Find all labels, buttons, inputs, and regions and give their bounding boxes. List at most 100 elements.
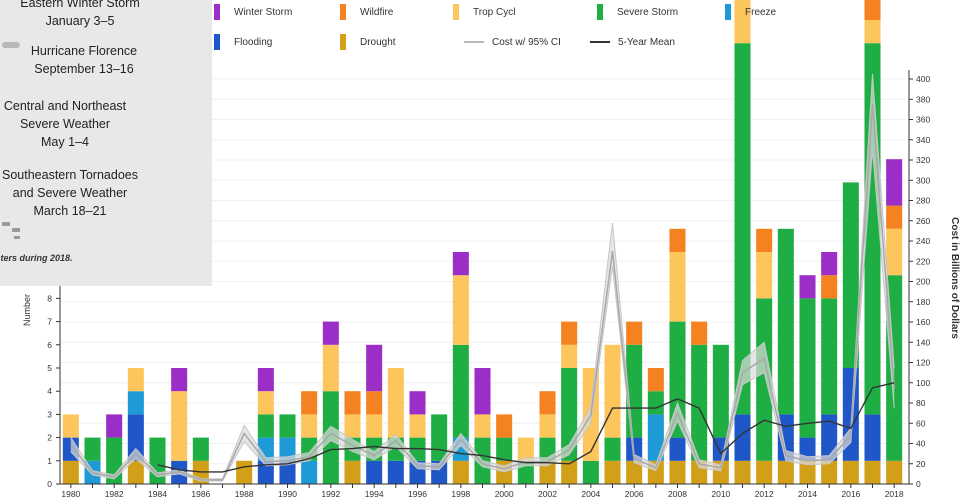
bar-segment — [344, 391, 361, 415]
bar-segment — [127, 414, 144, 461]
bar-segment — [301, 391, 318, 415]
y-right-tick-label: 80 — [916, 398, 926, 408]
legend-label: Cost w/ 95% CI — [492, 36, 561, 48]
inset-map-panel: Eastern Winter Storm January 3–5 Hurrica… — [0, 0, 212, 286]
x-tick-label: 1984 — [148, 489, 167, 499]
bar-segment — [799, 275, 816, 299]
bar-segment — [561, 321, 578, 345]
y-right-tick-label: 140 — [916, 337, 930, 347]
legend-swatch — [340, 4, 346, 20]
bar-segment — [777, 460, 794, 484]
bar-segment — [127, 368, 144, 392]
bar-segment — [799, 298, 816, 438]
bar-segment — [734, 414, 751, 461]
bar-segment — [474, 414, 491, 438]
cost-ci-lower — [70, 149, 895, 482]
x-tick-label: 1992 — [321, 489, 340, 499]
y-right-tick-label: 240 — [916, 236, 930, 246]
y-right-tick-label: 60 — [916, 418, 926, 428]
inset-caption: ...disasters during 2018. — [0, 253, 73, 263]
x-tick-label: 1998 — [451, 489, 470, 499]
legend-label: Drought — [360, 36, 396, 48]
bar-segment — [669, 228, 686, 252]
legend-item-severe-storm: Severe Storm — [597, 4, 678, 20]
bar-segment — [517, 437, 534, 461]
bar-segment — [604, 437, 621, 461]
inset-event-line: January 3–5 — [45, 14, 115, 28]
legend-swatch — [453, 4, 459, 20]
y-right-tick-label: 380 — [916, 94, 930, 104]
bar-segment — [734, 0, 751, 44]
y-right-tick-label: 340 — [916, 135, 930, 145]
bar-segment — [864, 414, 881, 461]
legend-item-freeze: Freeze — [725, 4, 776, 20]
y-left-tick-label: 8 — [47, 293, 52, 303]
bar-segment — [669, 460, 686, 484]
bar-segment — [799, 460, 816, 484]
inset-event-line: Central and Northeast — [3, 99, 127, 113]
axes: 1980 1982 1984 1986 1988 1990 1992 1994 1996 1998… — [47, 70, 930, 499]
bar-segment — [409, 414, 426, 438]
y-right-tick-label: 100 — [916, 378, 930, 388]
inset-event-line: March 18–21 — [33, 204, 107, 218]
bar-segment — [344, 414, 361, 438]
cost-ci-upper — [70, 73, 895, 480]
inset-event: Central and Northeast Severe Weather May… — [0, 97, 195, 151]
bar-segment — [777, 228, 794, 415]
bar-segment — [366, 460, 383, 484]
bar-segment — [691, 321, 708, 345]
bar-segment — [431, 414, 448, 461]
bar-segment — [886, 205, 903, 229]
bar-segment — [691, 344, 708, 461]
bar-segment — [647, 391, 664, 415]
bar-segment — [322, 344, 339, 392]
y-right-tick-label: 300 — [916, 175, 930, 185]
bar-segment — [279, 437, 296, 461]
bar-segment — [561, 460, 578, 484]
y-right-tick-label: 320 — [916, 155, 930, 165]
bar-segment — [322, 321, 339, 345]
x-tick-label: 2000 — [495, 489, 514, 499]
y-right-tick-label: 160 — [916, 317, 930, 327]
bar-segment — [669, 252, 686, 322]
y-right-tick-label: 20 — [916, 459, 926, 469]
bar-segment — [821, 252, 838, 276]
bar-segment — [301, 460, 318, 484]
bar-segment — [821, 414, 838, 461]
bar-segment — [604, 344, 621, 438]
five-year-mean-line — [157, 382, 895, 473]
legend-swatch — [214, 4, 220, 20]
legend-label: Flooding — [234, 36, 273, 48]
y-left-tick-label: 0 — [47, 479, 52, 489]
bar-segment — [452, 344, 469, 438]
x-tick-label: 2008 — [668, 489, 687, 499]
bar-segment — [626, 460, 643, 484]
legend-label: Wildfire — [360, 6, 394, 18]
y-left-tick-label: 3 — [47, 409, 52, 419]
y-left-tick-label: 2 — [47, 433, 52, 443]
legend-item-trop-cycl: Trop Cycl — [453, 4, 515, 20]
legend-swatch — [340, 34, 346, 50]
map-marker-icon — [2, 222, 10, 226]
bar-segment — [171, 368, 188, 392]
x-tick-label: 2016 — [841, 489, 860, 499]
legend-label: Trop Cycl — [473, 6, 516, 18]
bar-segment — [734, 43, 751, 415]
y-right-tick-label: 0 — [916, 479, 921, 489]
bar-segment — [669, 437, 686, 461]
bar-segment — [626, 321, 643, 345]
bar-segment — [886, 460, 903, 484]
bar-segment — [366, 414, 383, 438]
bar-segment — [236, 460, 253, 484]
legend-item-drought: Drought — [340, 34, 396, 50]
x-tick-label: 2006 — [625, 489, 644, 499]
x-tick-label: 2012 — [755, 489, 774, 499]
bar-segment — [821, 460, 838, 484]
legend-label: Severe Storm — [617, 6, 679, 18]
y-left-tick-label: 4 — [47, 386, 52, 396]
bar-segment — [106, 414, 123, 438]
bar-segment — [474, 368, 491, 415]
bar-segment — [712, 344, 729, 438]
legend-item-winter-storm: Winter Storm — [214, 4, 292, 20]
